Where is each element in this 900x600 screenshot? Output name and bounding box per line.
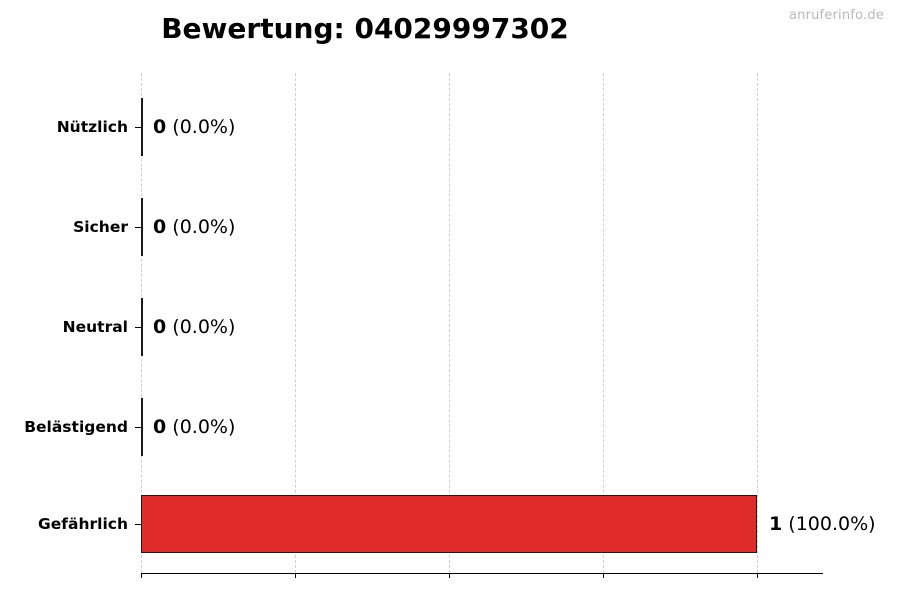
- value-percent-3: (0.0%): [172, 416, 236, 438]
- value-label-0: 0 (0.0%): [153, 116, 235, 138]
- y-axis-tick-4: [135, 524, 142, 525]
- y-axis-tick-1: [135, 227, 142, 228]
- value-label-4: 1 (100.0%): [769, 513, 876, 535]
- bar-3: [141, 398, 143, 456]
- gridline-x-4: [757, 73, 758, 573]
- y-axis-tick-2: [135, 327, 142, 328]
- gridline-x-2: [449, 73, 450, 573]
- category-label-1: Sicher: [73, 218, 128, 236]
- gridline-x-1: [295, 73, 296, 573]
- value-number-0: 0: [153, 116, 167, 138]
- gridline-x-3: [603, 73, 604, 573]
- value-number-1: 0: [153, 216, 167, 238]
- watermark-label: anruferinfo.de: [788, 8, 884, 23]
- value-percent-1: (0.0%): [172, 216, 236, 238]
- category-label-2: Neutral: [62, 318, 128, 336]
- y-axis-tick-3: [135, 427, 142, 428]
- x-axis-tick-1: [295, 573, 296, 578]
- value-percent-2: (0.0%): [172, 316, 236, 338]
- y-axis-tick-0: [135, 127, 142, 128]
- bar-2: [141, 298, 143, 356]
- x-axis-tick-2: [449, 573, 450, 578]
- bar-1: [141, 198, 143, 256]
- category-label-3: Belästigend: [24, 418, 128, 436]
- value-percent-0: (0.0%): [172, 116, 236, 138]
- value-percent-4: (100.0%): [788, 513, 876, 535]
- x-axis-tick-3: [603, 573, 604, 578]
- value-label-2: 0 (0.0%): [153, 316, 235, 338]
- value-label-3: 0 (0.0%): [153, 416, 235, 438]
- x-axis-tick-4: [757, 573, 758, 578]
- category-label-0: Nützlich: [56, 118, 128, 136]
- bar-0: [141, 98, 143, 156]
- bar-4: [141, 495, 757, 553]
- category-label-4: Gefährlich: [38, 515, 128, 533]
- x-axis-tick-0: [141, 573, 142, 578]
- x-axis-spine: [141, 573, 823, 574]
- value-number-4: 1: [769, 513, 783, 535]
- value-number-2: 0: [153, 316, 167, 338]
- value-label-1: 0 (0.0%): [153, 216, 235, 238]
- value-number-3: 0: [153, 416, 167, 438]
- page-title: Bewertung: 04029997302: [161, 12, 569, 45]
